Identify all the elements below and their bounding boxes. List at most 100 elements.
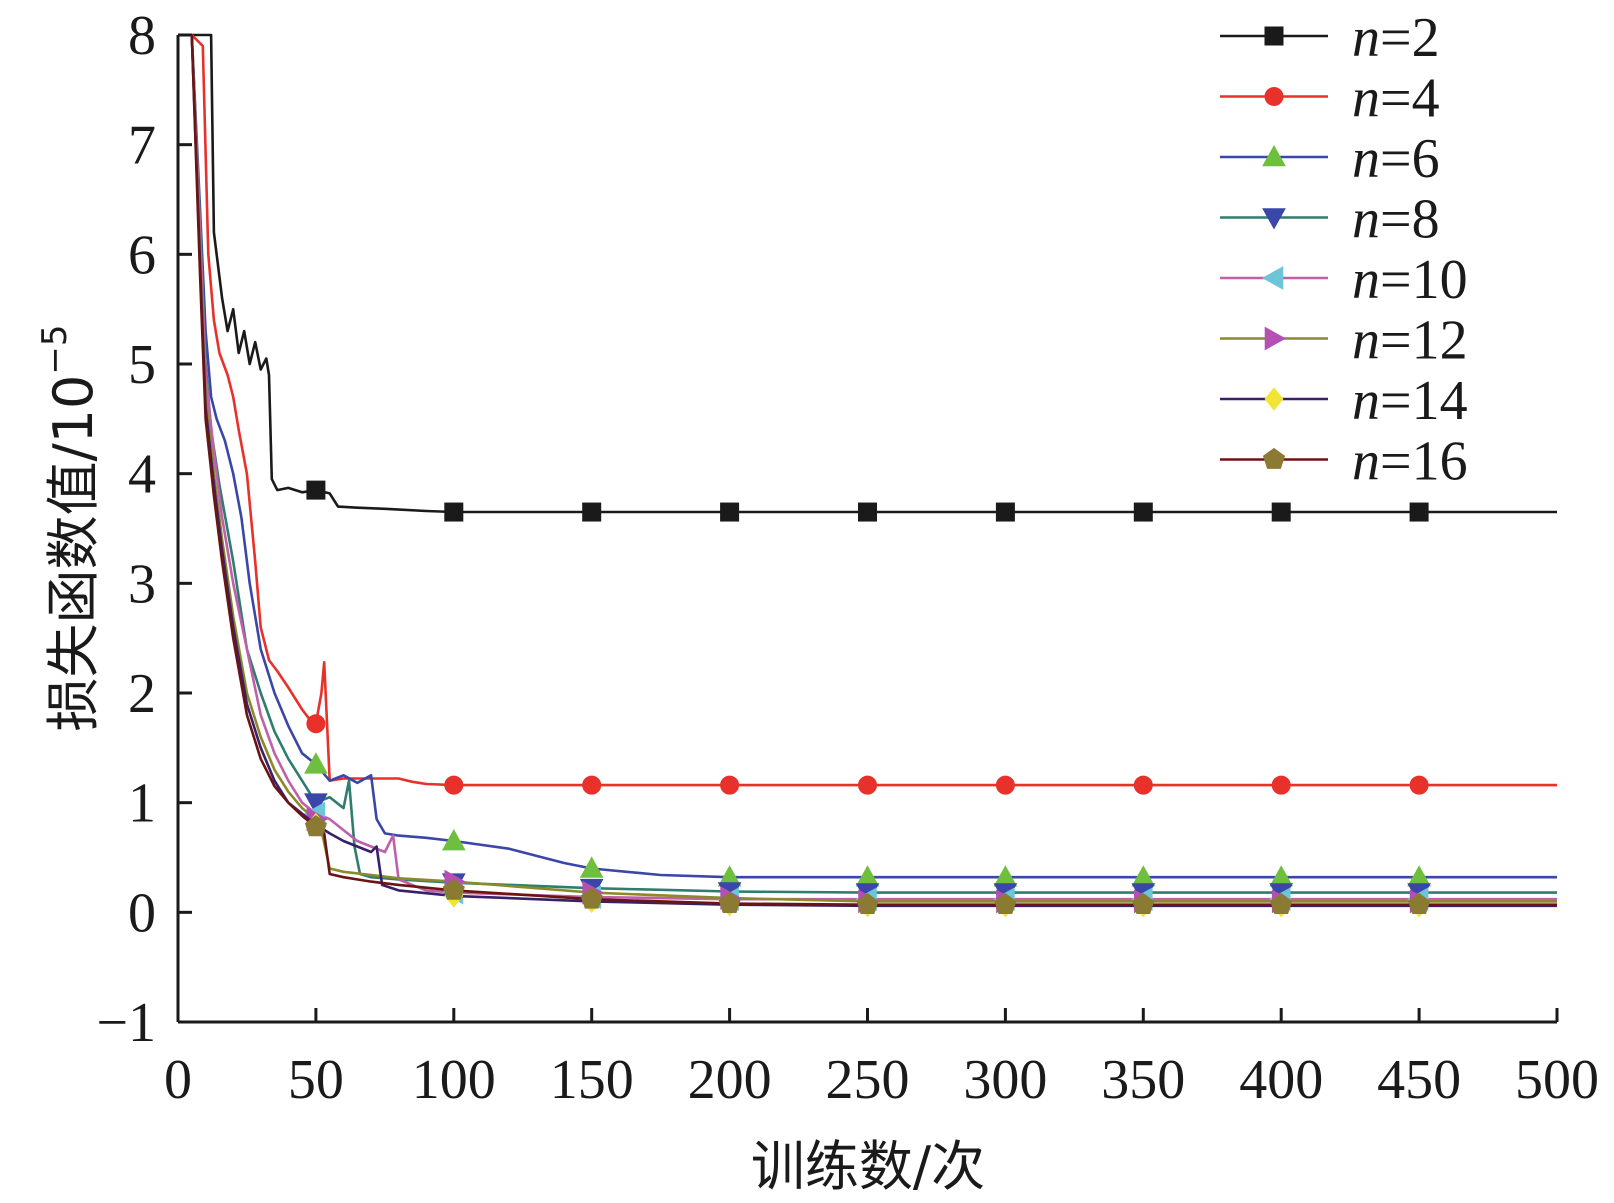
legend-label: n=6 bbox=[1352, 128, 1440, 190]
data-point bbox=[304, 752, 328, 774]
legend-label-var: n bbox=[1352, 310, 1380, 372]
legend-label: n=4 bbox=[1352, 68, 1440, 130]
x-tick-label: 350 bbox=[1101, 1049, 1185, 1111]
data-point bbox=[994, 893, 1017, 915]
x-tick-label: 250 bbox=[826, 1049, 910, 1111]
legend-marker bbox=[1264, 26, 1284, 46]
data-point bbox=[442, 878, 465, 900]
legend-label-value: =16 bbox=[1380, 431, 1468, 493]
series-line bbox=[190, 34, 1557, 787]
x-axis-title: 训练数/次 bbox=[751, 1135, 985, 1198]
data-point bbox=[995, 775, 1015, 795]
legend-label-value: =8 bbox=[1380, 189, 1440, 251]
legend-label-var: n bbox=[1352, 68, 1380, 130]
legend-label: n=10 bbox=[1352, 249, 1468, 311]
data-point bbox=[582, 502, 602, 522]
y-axis-title-exponent: −5 bbox=[35, 324, 75, 374]
data-point bbox=[1270, 893, 1293, 915]
series-n=2 bbox=[191, 33, 1557, 522]
data-point bbox=[1133, 775, 1153, 795]
legend-marker bbox=[1262, 447, 1286, 469]
data-point bbox=[444, 502, 464, 522]
legend-label-value: =4 bbox=[1380, 68, 1440, 130]
legend-label: n=12 bbox=[1352, 310, 1468, 372]
series-line bbox=[190, 34, 1557, 879]
y-tick-label: 7 bbox=[128, 115, 156, 177]
data-point bbox=[856, 893, 879, 915]
legend-label-var: n bbox=[1352, 128, 1380, 190]
data-point bbox=[306, 714, 326, 734]
data-point bbox=[995, 502, 1015, 522]
legend-item: n=14 bbox=[1220, 370, 1468, 432]
legend-label-value: =10 bbox=[1380, 249, 1468, 311]
legend-label: n=16 bbox=[1352, 431, 1468, 493]
tick-labels: 0 50 100 150 200 250 300 350 400 450 500−101234567… bbox=[96, 5, 1599, 1111]
y-tick-label: 3 bbox=[128, 553, 156, 615]
y-axis-title: 损失函数值/10−5 bbox=[35, 324, 105, 731]
data-point bbox=[858, 775, 877, 795]
data-point bbox=[858, 502, 877, 522]
data-point bbox=[720, 502, 740, 522]
data-point bbox=[1271, 775, 1291, 795]
legend-label-var: n bbox=[1352, 249, 1380, 311]
legend-marker bbox=[1264, 87, 1284, 106]
y-axis-title-base: 损失函数值/10 bbox=[42, 375, 105, 732]
data-point bbox=[1409, 775, 1429, 795]
legend-item: n=12 bbox=[1220, 310, 1468, 372]
x-tick-label: 400 bbox=[1239, 1049, 1323, 1111]
y-axis-title-group: 损失函数值/10−5 bbox=[35, 324, 105, 731]
legend-label-value: =6 bbox=[1380, 128, 1440, 190]
legend-marker bbox=[1264, 326, 1287, 351]
legend-label-var: n bbox=[1352, 7, 1380, 69]
data-point bbox=[441, 829, 466, 851]
x-tick-label: 500 bbox=[1515, 1049, 1599, 1111]
data-point bbox=[1133, 502, 1153, 522]
legend-label-value: =12 bbox=[1380, 310, 1468, 372]
data-point bbox=[1132, 893, 1155, 915]
series-n=6 bbox=[190, 34, 1557, 887]
y-tick-label: −1 bbox=[96, 992, 156, 1054]
legend-item: n=16 bbox=[1220, 431, 1468, 493]
x-tick-label: 100 bbox=[412, 1049, 496, 1111]
y-tick-label: 6 bbox=[128, 224, 156, 286]
data-point bbox=[1409, 502, 1429, 522]
x-tick-label: 200 bbox=[688, 1049, 772, 1111]
legend-item: n=2 bbox=[1220, 7, 1440, 69]
legend-item: n=6 bbox=[1220, 128, 1440, 190]
data-point bbox=[579, 856, 604, 878]
legend-item: n=4 bbox=[1220, 68, 1440, 130]
data-point bbox=[718, 891, 741, 913]
data-point bbox=[580, 887, 603, 909]
y-tick-label: 0 bbox=[128, 882, 156, 944]
data-point bbox=[304, 793, 328, 815]
x-tick-label: 0 bbox=[164, 1049, 192, 1111]
x-tick-label: 150 bbox=[550, 1049, 634, 1111]
legend-marker bbox=[1264, 387, 1284, 411]
x-tick-label: 50 bbox=[288, 1049, 344, 1111]
series-layer bbox=[190, 33, 1557, 918]
series-line bbox=[191, 33, 1557, 514]
legend-label-var: n bbox=[1352, 431, 1380, 493]
legend-label: n=2 bbox=[1352, 7, 1440, 69]
x-tick-label: 450 bbox=[1377, 1049, 1461, 1111]
data-point bbox=[720, 775, 740, 795]
y-tick-label: 5 bbox=[128, 334, 156, 396]
data-point bbox=[582, 775, 602, 795]
legend-label-var: n bbox=[1352, 189, 1380, 251]
data-point bbox=[304, 815, 327, 837]
y-tick-label: 4 bbox=[128, 444, 156, 506]
legend-label-var: n bbox=[1352, 370, 1380, 432]
legend-label-value: =2 bbox=[1380, 7, 1440, 69]
data-point bbox=[306, 480, 326, 500]
legend-marker bbox=[1261, 266, 1284, 290]
axes bbox=[176, 35, 1557, 1024]
legend-label: n=14 bbox=[1352, 370, 1468, 432]
legend-item: n=8 bbox=[1220, 189, 1440, 251]
y-tick-label: 1 bbox=[128, 773, 156, 835]
legend: n=2n=4n=6n=8n=10n=12n=14n=16 bbox=[1220, 7, 1468, 493]
y-tick-label: 8 bbox=[128, 5, 156, 67]
legend-marker bbox=[1262, 144, 1286, 167]
data-point bbox=[1271, 502, 1291, 522]
legend-label: n=8 bbox=[1352, 189, 1440, 251]
